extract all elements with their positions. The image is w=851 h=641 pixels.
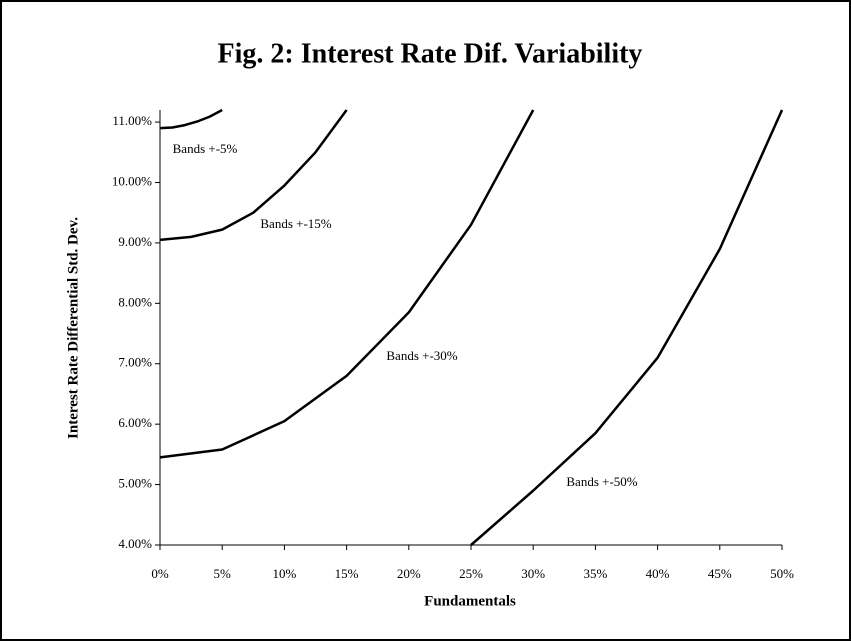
y-tick-label: 10.00% [112,173,152,188]
line [159,108,223,130]
series-label: Bands +-15% [260,216,331,231]
x-tick-label: 35% [583,566,607,581]
x-tick-label: 50% [770,566,794,581]
x-tick-label: 15% [335,566,359,581]
x-tick-label: 40% [646,566,670,581]
series-label: Bands +-5% [173,141,238,156]
line [470,109,784,546]
line [159,109,348,242]
y-tick-label: 9.00% [118,234,152,249]
y-tick-label: 8.00% [118,294,152,309]
x-tick-label: 20% [397,566,421,581]
x-tick-label: 5% [214,566,232,581]
chart-title: Fig. 2: Interest Rate Dif. Variability [218,38,643,69]
x-tick-label: 30% [521,566,545,581]
y-tick-label: 11.00% [112,113,152,128]
x-axis-label: Fundamentals [424,593,516,609]
x-tick-label: 25% [459,566,483,581]
y-axis-label: Interest Rate Differential Std. Dev. [65,217,81,439]
x-tick-label: 45% [708,566,732,581]
y-tick-label: 5.00% [118,476,152,491]
y-tick-label: 4.00% [118,536,152,551]
series-label: Bands +-50% [566,474,637,489]
x-tick-label: 10% [272,566,296,581]
series-label: Bands +-30% [386,348,457,363]
x-tick-label: 0% [151,566,169,581]
line [159,109,535,459]
y-tick-label: 7.00% [118,355,152,370]
y-tick-label: 6.00% [118,415,152,430]
